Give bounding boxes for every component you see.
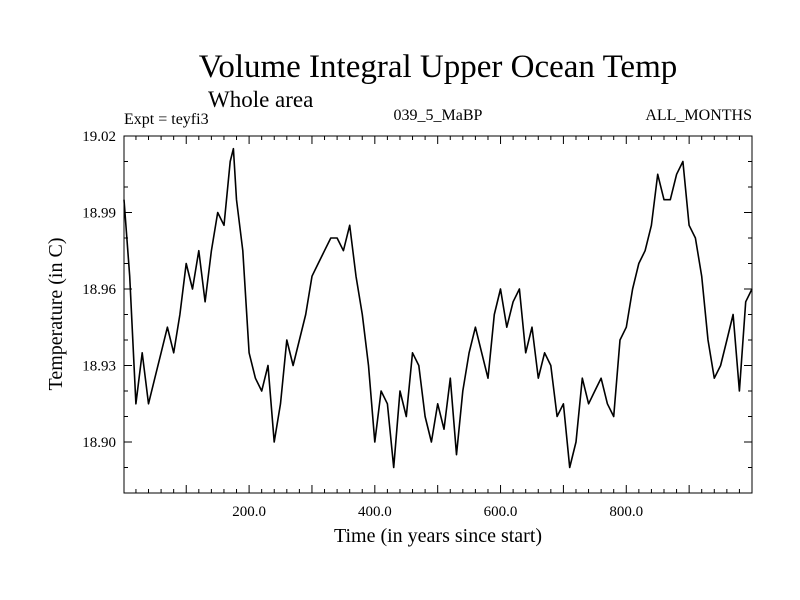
months-label: ALL_MONTHS [645,107,752,124]
x-tick-label: 400.0 [358,504,392,520]
x-tick-label: 200.0 [232,504,266,520]
x-tick-label: 600.0 [484,504,518,520]
expt-label: Expt = teyfi3 [124,111,209,128]
chart-subtitle: Whole area [208,87,313,112]
y-axis-label: Temperature (in C) [45,238,67,391]
y-tick-label: 18.99 [82,206,116,222]
y-tick-label: 18.90 [82,435,116,451]
y-tick-label: 18.96 [82,282,116,298]
x-axis-label: Time (in years since start) [334,525,542,547]
chart-title: Volume Integral Upper Ocean Temp [199,49,677,85]
y-tick-label: 18.93 [82,359,116,375]
series-line [123,147,753,469]
x-axis-ticks: 200.0 400.0 600.0 800.0 [135,136,740,520]
plot-frame [123,135,753,494]
x-tick-label: 800.0 [609,504,643,520]
y-tick-label: 19.02 [82,129,116,145]
run-label: 039_5_MaBP [394,107,483,124]
